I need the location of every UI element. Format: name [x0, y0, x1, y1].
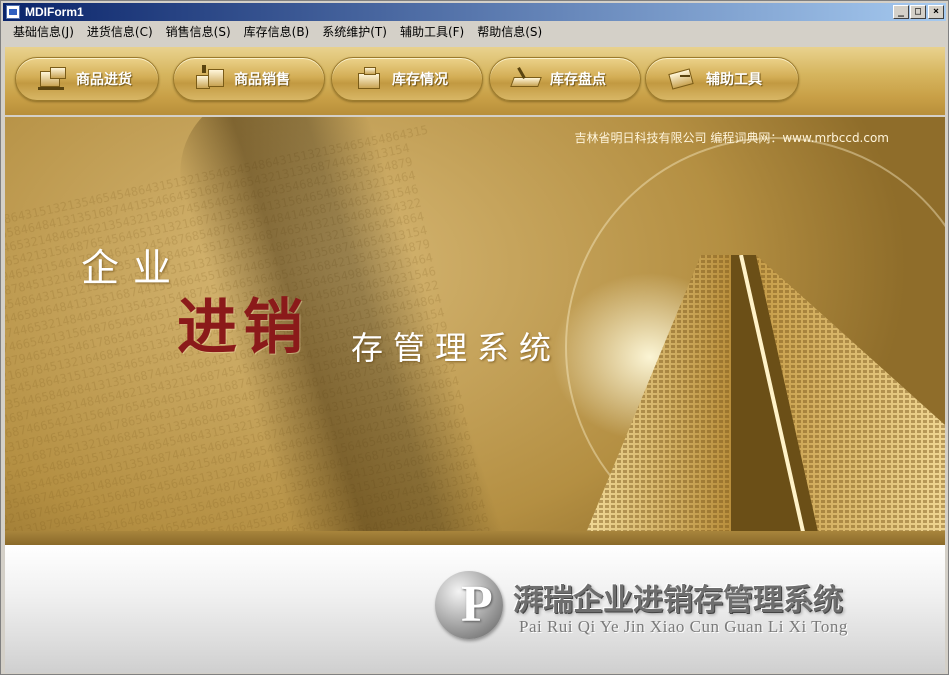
company-info: 吉林省明日科技有限公司 编程词典网：www.mrbccd.com	[574, 131, 889, 145]
stocktake-button[interactable]: 库存盘点	[489, 57, 641, 101]
inventory-button[interactable]: 库存情况	[331, 57, 483, 101]
purchase-label: 商品进货	[76, 72, 132, 88]
menu-sales-info[interactable]: 销售信息(S)	[165, 25, 231, 39]
menu-system-maintenance[interactable]: 系统维护(T)	[322, 25, 387, 39]
close-button[interactable]: ×	[928, 5, 944, 19]
banner-bottom-strip	[5, 531, 945, 545]
minimize-button[interactable]: _	[893, 5, 909, 19]
sales-button[interactable]: 商品销售	[173, 57, 325, 101]
tools-label: 辅助工具	[706, 72, 762, 88]
menu-bar: 基础信息(J) 进货信息(C) 销售信息(S) 库存信息(B) 系统维护(T) …	[3, 22, 946, 42]
menu-basic-info[interactable]: 基础信息(J)	[13, 25, 74, 39]
logo-letter: P	[461, 576, 493, 633]
purchase-button[interactable]: 商品进货	[15, 57, 159, 101]
menu-purchase-info[interactable]: 进货信息(C)	[86, 25, 153, 39]
maximize-button[interactable]: □	[910, 5, 926, 19]
menu-help[interactable]: 帮助信息(S)	[477, 25, 543, 39]
sales-icon	[194, 65, 228, 93]
window-controls: _ □ ×	[892, 5, 944, 19]
paper-curve	[565, 137, 945, 545]
toolbar: 商品进货 商品销售 库存情况 库存盘点	[5, 47, 945, 115]
window-title: MDIForm1	[25, 5, 84, 19]
pairui-logo-icon	[435, 571, 503, 639]
menu-inventory-info[interactable]: 库存信息(B)	[243, 25, 310, 39]
purchase-icon	[36, 65, 70, 93]
stocktake-icon	[510, 65, 544, 93]
footer-title-cn: 湃瑞企业进销存管理系统	[513, 583, 843, 618]
stocktake-label: 库存盘点	[550, 72, 606, 88]
banner-title-line2: 进销	[177, 293, 309, 363]
tools-icon	[666, 65, 700, 93]
footer-title-en: Pai Rui Qi Ye Jin Xiao Cun Guan Li Xi To…	[519, 617, 848, 636]
tools-button[interactable]: 辅助工具	[645, 57, 799, 101]
footer-logo-area: P 湃瑞企业进销存管理系统 Pai Rui Qi Ye Jin Xiao Cun…	[5, 545, 945, 673]
title-bar[interactable]: MDIForm1 _ □ ×	[3, 3, 946, 21]
banner-title-line3: 存管理系统	[351, 329, 562, 367]
inventory-label: 库存情况	[392, 72, 448, 88]
sales-label: 商品销售	[234, 72, 290, 88]
app-icon[interactable]	[6, 5, 20, 19]
banner-image: 2135465454864315132135465454864315132135…	[5, 117, 945, 545]
menu-tools[interactable]: 辅助工具(F)	[399, 25, 465, 39]
inventory-icon	[352, 65, 386, 93]
building-graphic	[581, 255, 945, 545]
banner-title-line1: 企业	[81, 246, 186, 290]
